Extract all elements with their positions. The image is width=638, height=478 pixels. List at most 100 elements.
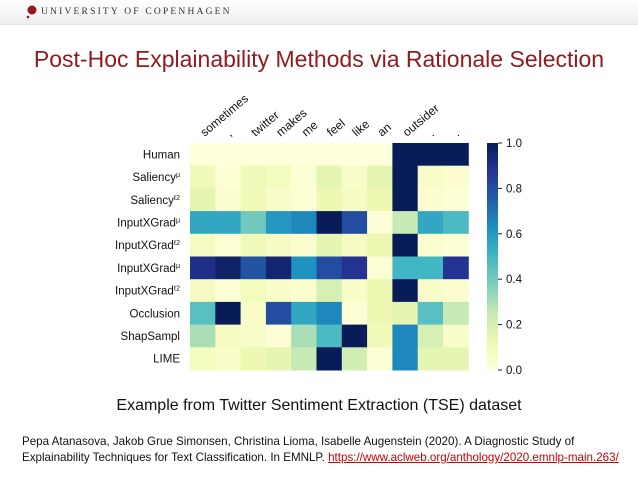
heatmap-cell — [190, 324, 216, 348]
y-tick-label: InputXGradℓ2 — [115, 240, 180, 252]
heatmap-cell — [265, 165, 292, 189]
heatmap-cell — [240, 233, 267, 257]
heatmap-cell — [240, 347, 267, 371]
heatmap-cell — [341, 165, 368, 189]
heatmap-cell — [265, 256, 292, 280]
slide-title: Post-Hoc Explainability Methods via Rati… — [33, 46, 605, 72]
heatmap-cell — [190, 165, 216, 189]
heatmap-cell — [392, 188, 419, 212]
heatmap-cell — [367, 233, 393, 257]
heatmap-cell — [190, 211, 216, 235]
y-tick-label: InputXGradℓ2 — [115, 286, 180, 298]
heatmap-cell — [215, 188, 242, 212]
x-tick-label: outsider — [400, 101, 442, 139]
heatmap-cell — [291, 165, 317, 189]
x-tick-label: , — [223, 126, 235, 139]
heatmap-cell — [367, 347, 393, 371]
heatmap-cell — [367, 188, 393, 212]
heatmap-cell — [392, 279, 419, 303]
colorbar-tick-label: 0.4 — [506, 274, 523, 286]
x-tick-label: . — [451, 126, 463, 139]
heatmap-cell — [316, 211, 343, 235]
colorbar-tick-label: 0.6 — [506, 229, 522, 241]
heatmap-cell — [215, 165, 242, 189]
heatmap-cell — [341, 301, 368, 326]
heatmap-cell — [291, 279, 317, 303]
heatmap-cell — [316, 324, 343, 348]
colorbar — [487, 143, 498, 370]
citation-link[interactable]: https://www.aclweb.org/anthology/2020.em… — [328, 451, 619, 464]
chart-caption: Example from Twitter Sentiment Extractio… — [116, 397, 522, 414]
heatmap-cell — [341, 279, 368, 303]
heatmap-cell — [341, 211, 368, 235]
heatmap-cell — [443, 165, 469, 189]
heatmap-cell — [190, 256, 216, 280]
heatmap-cell — [291, 324, 317, 348]
heatmap-cell — [291, 188, 317, 212]
heatmap-cell — [190, 143, 216, 167]
heatmap-cell — [215, 324, 242, 348]
heatmap-cell — [392, 324, 419, 348]
y-tick-label: InputXGradμ — [117, 263, 180, 275]
heatmap-cell — [443, 211, 469, 235]
colorbar-tick-label: 0.2 — [506, 320, 522, 332]
heatmap-cell — [443, 233, 469, 257]
heatmap-cell — [443, 301, 469, 326]
heatmap-cell — [215, 279, 242, 303]
heatmap-cell — [417, 143, 444, 167]
heatmap-cell — [443, 256, 469, 280]
heatmap-cell — [265, 347, 292, 371]
heatmap-cell — [341, 256, 368, 280]
heatmap-cell — [215, 143, 242, 167]
heatmap-cell — [240, 188, 267, 212]
heatmap-cell — [417, 211, 444, 235]
heatmap-cell — [190, 233, 216, 257]
heatmap-cell — [265, 233, 292, 257]
y-tick-label: Saliencyμ — [132, 172, 180, 184]
heatmap-cell — [341, 188, 368, 212]
heatmap-cell — [367, 301, 393, 326]
x-tick-label: twitter — [248, 108, 282, 139]
heatmap-cell — [291, 347, 317, 371]
heatmap-cell — [367, 143, 393, 167]
heatmap-cell — [316, 188, 343, 212]
heatmap-cell — [316, 279, 343, 303]
colorbar-tick-label: 0.8 — [506, 183, 522, 195]
heatmap-cell — [367, 324, 393, 348]
y-tick-label: Saliencyℓ2 — [130, 195, 180, 207]
university-logo-icon — [26, 5, 37, 19]
y-tick-label: InputXGradμ — [117, 217, 180, 229]
heatmap-cell — [316, 143, 343, 167]
heatmap-cell — [417, 324, 444, 348]
heatmap-cell — [265, 324, 292, 348]
heatmap-cell — [316, 233, 343, 257]
heatmap-cell — [240, 301, 267, 326]
heatmap-cell — [265, 279, 292, 303]
heatmap-cell — [417, 233, 444, 257]
heatmap-cell — [443, 324, 469, 348]
heatmap-cell — [341, 324, 368, 348]
heatmap-cell — [341, 233, 368, 257]
heatmap-cell — [417, 279, 444, 303]
heatmap-cell — [291, 211, 317, 235]
y-tick-label: Occlusion — [130, 308, 181, 320]
heatmap-cell — [265, 188, 292, 212]
heatmap-cell — [417, 256, 444, 280]
heatmap-cell — [392, 211, 419, 235]
x-tick-label: an — [375, 120, 394, 139]
y-tick-label: ShapSampl — [121, 331, 180, 343]
x-tick-label: like — [349, 117, 372, 140]
colorbar-tick-label: 1.0 — [506, 138, 522, 150]
heatmap-cell — [215, 233, 242, 257]
heatmap-cell — [291, 143, 317, 167]
heatmap-cell — [190, 188, 216, 212]
university-name: UNIVERSITY OF COPENHAGEN — [41, 7, 232, 17]
heatmap-cell — [240, 279, 267, 303]
y-tick-label: LIME — [153, 354, 180, 366]
x-tick-label: sometimes — [198, 91, 251, 139]
heatmap-cell — [392, 143, 419, 167]
header-bar: UNIVERSITY OF COPENHAGEN — [0, 0, 638, 25]
heatmap-cell — [291, 233, 317, 257]
heatmap-cell — [392, 256, 419, 280]
